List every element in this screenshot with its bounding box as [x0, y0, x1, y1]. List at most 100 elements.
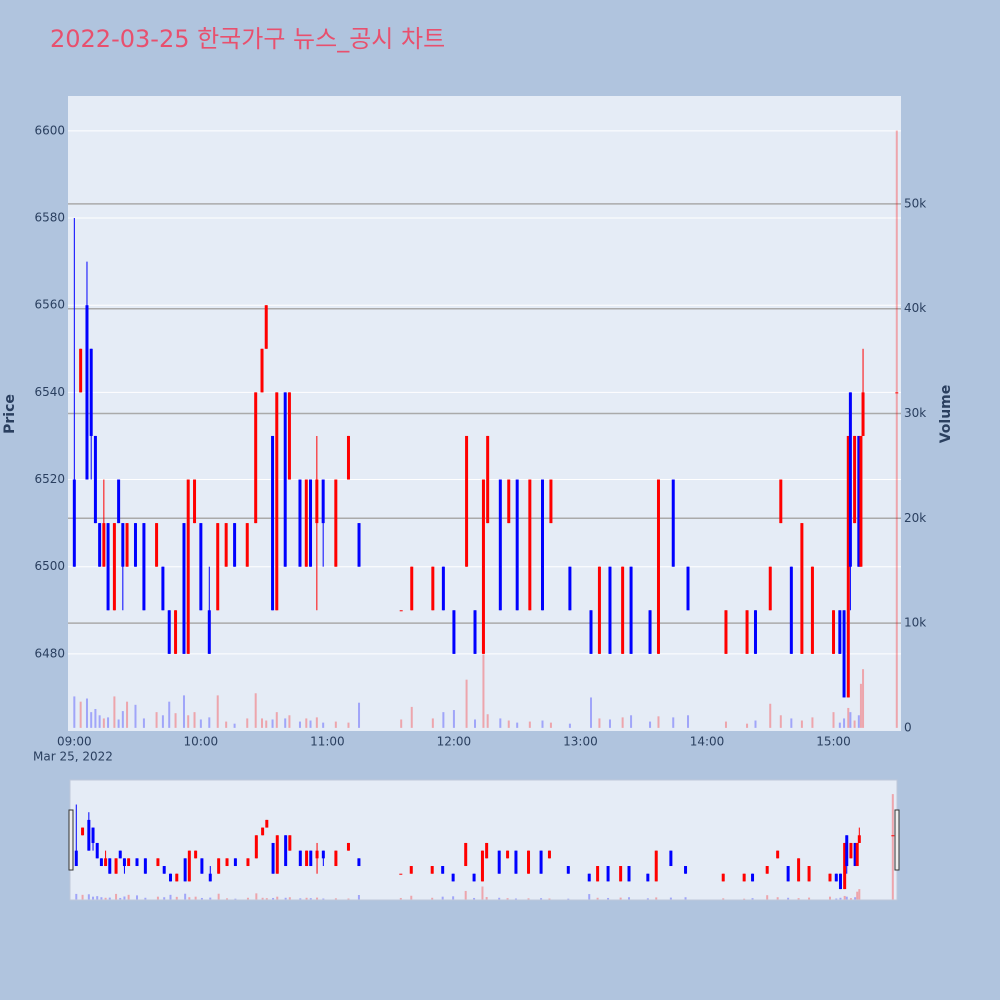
slider-candle-body	[485, 842, 489, 859]
slider-candle-body	[122, 858, 126, 867]
volume-bar	[838, 722, 841, 728]
slider-candle-body	[334, 850, 338, 867]
slider-candle-body	[547, 850, 551, 859]
volume-bar	[199, 719, 202, 728]
volume-bar	[849, 712, 852, 728]
range-slider	[69, 779, 898, 901]
slider-volume-bar	[234, 898, 237, 900]
slider-candle-body	[606, 866, 610, 882]
slider-volume-bar	[81, 894, 84, 900]
volume-bar	[161, 715, 164, 728]
slider-volume-bar	[123, 896, 126, 900]
candle-body	[589, 610, 593, 654]
candle-body	[125, 523, 129, 567]
volume-bar	[507, 720, 510, 728]
slider-candle-body	[74, 850, 78, 867]
candle-body	[207, 610, 211, 654]
slider-candle-body	[284, 835, 288, 867]
chart-title: 2022-03-25 한국가구 뉴스_공시 차트	[50, 25, 445, 53]
candle-body	[671, 479, 675, 567]
candle-body	[399, 610, 403, 612]
candle-body	[838, 610, 842, 654]
volume-bar	[598, 718, 601, 728]
slider-candle-body	[187, 850, 191, 882]
candle-body	[167, 610, 171, 654]
slider-candle-body	[409, 866, 413, 874]
slider-candle-body	[527, 850, 531, 874]
volume-bar	[254, 693, 257, 728]
candle-body	[315, 479, 319, 524]
slider-candle-body	[104, 858, 108, 867]
candle-body	[106, 523, 110, 611]
candle-body	[98, 523, 102, 567]
volume-bar	[516, 722, 519, 728]
slider-candle-body	[843, 842, 847, 890]
volume-bar	[442, 712, 445, 728]
slider-candle-body	[506, 850, 510, 859]
candle-body	[309, 479, 313, 567]
slider-candle-body	[261, 827, 265, 836]
y2-tick-label: 20k	[904, 511, 926, 525]
slider-candle-body	[451, 873, 455, 882]
slider-volume-bar	[163, 897, 166, 900]
candle-body	[431, 566, 435, 611]
volume-bar	[113, 696, 116, 728]
slider-candle-body	[233, 858, 237, 867]
candle-body	[271, 435, 275, 611]
slider-volume-bar	[514, 898, 517, 900]
slider-volume-bar	[144, 897, 147, 900]
slider-candle-body	[853, 842, 857, 867]
volume-bar	[334, 721, 337, 728]
slider-candle-body	[288, 835, 292, 851]
volume-bar	[216, 695, 219, 728]
y-tick-label: 6560	[34, 298, 65, 312]
slider-volume-bar	[527, 898, 530, 900]
slider-volume-bar	[452, 896, 455, 900]
volume-bar	[859, 683, 862, 728]
slider-volume-bar	[184, 893, 187, 900]
candle-body	[656, 479, 660, 654]
slider-volume-bar	[75, 893, 78, 900]
slider-volume-bar	[540, 898, 543, 900]
candle-body	[853, 435, 857, 524]
candle-body	[254, 392, 258, 524]
volume-bar	[208, 717, 211, 728]
slider-candle-body	[627, 866, 631, 882]
volume-bar	[649, 721, 652, 728]
slider-candle-body	[91, 827, 95, 843]
candle-body	[846, 435, 850, 698]
slider-volume-bar	[843, 895, 846, 900]
candle-body	[298, 479, 302, 567]
slider-candle-body	[87, 819, 91, 851]
slider-candle-body	[183, 858, 187, 882]
slider-volume-bar	[334, 898, 337, 900]
slider-volume-bar	[548, 898, 551, 900]
volume-bar	[779, 715, 782, 728]
slider-candle-body	[807, 866, 811, 882]
volume-bar	[630, 715, 633, 728]
volume-bar	[800, 720, 803, 728]
candle-body	[89, 348, 93, 436]
volume-bar	[322, 722, 325, 728]
volume-bar	[549, 722, 552, 728]
candle-body	[857, 435, 861, 567]
slider-candle-body	[225, 858, 229, 867]
slider-volume-bar	[127, 894, 130, 900]
volume-bar	[541, 720, 544, 728]
candle-body	[155, 523, 159, 567]
slider-volume-bar	[276, 896, 279, 900]
slider-candle-body	[776, 850, 780, 859]
slider-volume-bar	[891, 794, 894, 900]
volume-bar	[687, 715, 690, 728]
candle-body	[93, 435, 97, 524]
slider-volume-bar	[209, 897, 212, 900]
candle-body	[121, 523, 125, 567]
slider-candle-body	[742, 873, 746, 882]
volume-bar	[309, 720, 312, 728]
slider-candle-body	[254, 835, 258, 859]
y2-tick-label: 0	[904, 720, 912, 734]
candle-body	[768, 566, 772, 611]
candle-body	[441, 566, 445, 611]
candle-body	[174, 610, 178, 654]
